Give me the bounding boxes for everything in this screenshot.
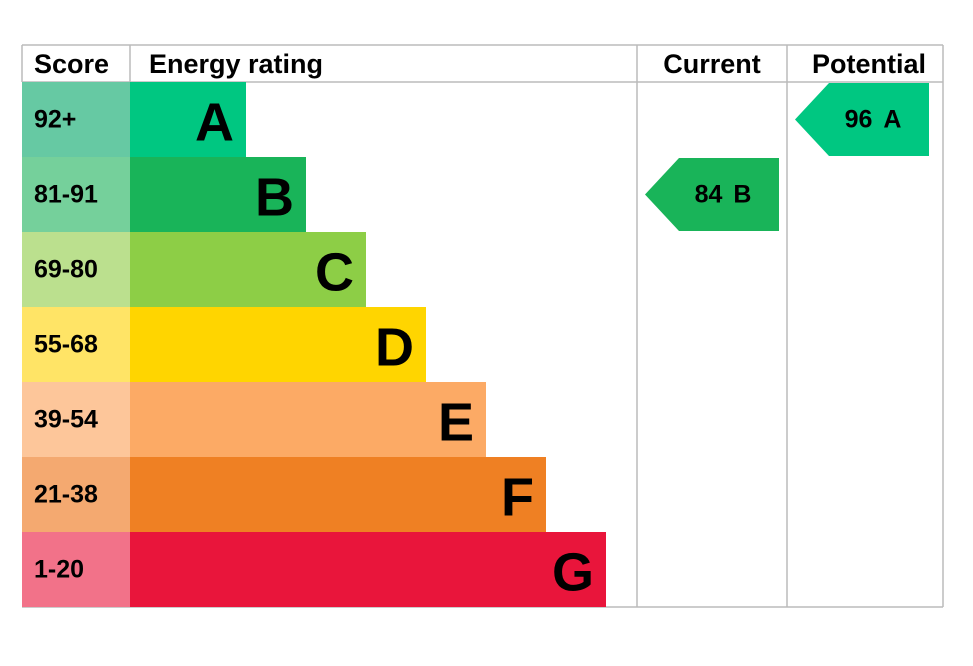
rating-bar [130, 382, 486, 457]
score-cell [22, 82, 130, 157]
score-cell [22, 307, 130, 382]
score-label: 1-20 [34, 556, 84, 584]
band-letter: A [195, 93, 234, 153]
score-label: 81-91 [34, 181, 98, 209]
rating-bar [130, 532, 606, 607]
band-letter: E [438, 393, 474, 453]
score-cell [22, 382, 130, 457]
current-label: 84 B [695, 181, 752, 209]
potential-label: 96 A [845, 106, 902, 134]
potential-band: A [883, 106, 901, 134]
rating-bar [130, 307, 426, 382]
potential-value: 96 [845, 106, 873, 134]
score-label: 39-54 [34, 406, 98, 434]
potential-arrow [795, 83, 929, 156]
rating-bar [130, 157, 306, 232]
band-letter: D [375, 318, 414, 378]
current-value: 84 [695, 181, 723, 209]
score-cell [22, 532, 130, 607]
score-label: 55-68 [34, 331, 98, 359]
rating-bar [130, 82, 246, 157]
header-score: Score [34, 49, 109, 79]
rating-bar [130, 457, 546, 532]
score-label: 69-80 [34, 256, 98, 284]
band-letter: B [255, 168, 294, 228]
current-arrow [645, 158, 779, 231]
header-current: Current [663, 49, 761, 79]
score-cell [22, 157, 130, 232]
rating-bar [130, 232, 366, 307]
band-letter: C [315, 243, 354, 303]
score-cell [22, 457, 130, 532]
band-letter: F [501, 468, 534, 528]
header-rating: Energy rating [149, 49, 323, 79]
score-label: 21-38 [34, 481, 98, 509]
header-potential: Potential [812, 49, 926, 79]
band-letter: G [552, 543, 594, 603]
score-cell [22, 232, 130, 307]
score-label: 92+ [34, 106, 76, 134]
current-band: B [733, 181, 751, 209]
